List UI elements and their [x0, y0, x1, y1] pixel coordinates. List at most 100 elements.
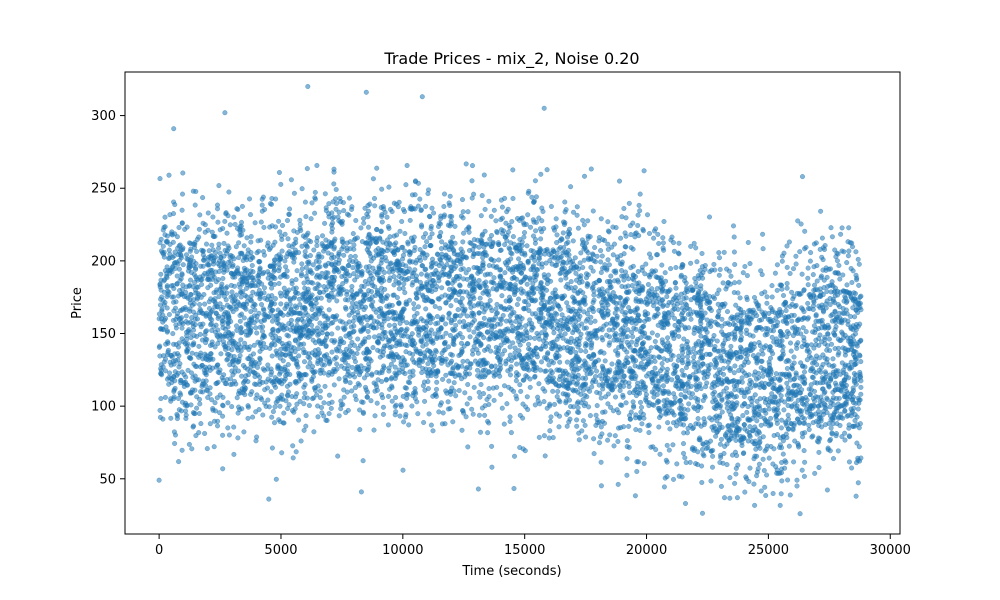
scatter-point — [288, 317, 294, 323]
scatter-point — [477, 342, 484, 349]
scatter-point — [539, 284, 545, 291]
scatter-point — [585, 282, 591, 288]
scatter-point — [531, 360, 537, 366]
scatter-point — [245, 322, 251, 329]
scatter-point — [720, 346, 726, 352]
scatter-point — [424, 272, 430, 278]
scatter-point — [695, 396, 701, 402]
scatter-point — [567, 345, 574, 352]
scatter-point — [598, 259, 604, 265]
scatter-point — [440, 314, 446, 320]
scatter-point — [430, 359, 436, 365]
scatter-point — [315, 358, 321, 364]
scatter-point — [621, 373, 627, 379]
scatter-point — [826, 336, 832, 342]
scatter-point — [436, 262, 442, 269]
scatter-point — [507, 317, 513, 324]
scatter-point — [743, 320, 749, 326]
scatter-point — [288, 327, 294, 333]
scatter-point — [598, 269, 604, 276]
scatter-point — [707, 351, 713, 357]
scatter-point — [268, 299, 275, 305]
points-layer — [156, 83, 864, 517]
scatter-point — [481, 315, 487, 321]
scatter-point — [206, 254, 212, 260]
scatter-point — [422, 255, 428, 261]
scatter-point — [761, 313, 768, 319]
scatter-point — [476, 300, 482, 307]
scatter-point — [185, 328, 191, 334]
scatter-point — [164, 284, 170, 290]
scatter-point — [386, 304, 392, 310]
scatter-point — [410, 343, 417, 349]
scatter-point — [618, 295, 624, 301]
scatter-point — [382, 313, 388, 319]
scatter-point — [502, 270, 508, 276]
scatter-point — [213, 269, 219, 275]
scatter-point — [233, 304, 239, 310]
scatter-point — [686, 401, 692, 407]
scatter-point — [225, 320, 231, 326]
scatter-point — [264, 297, 270, 303]
scatter-point — [302, 323, 308, 330]
scatter-point — [516, 296, 522, 302]
scatter-point — [261, 252, 267, 258]
scatter-point — [659, 348, 665, 354]
scatter-point — [559, 312, 565, 318]
scatter-point — [507, 344, 513, 350]
scatter-point — [810, 360, 816, 366]
scatter-point — [350, 265, 356, 271]
scatter-point — [740, 413, 746, 419]
scatter-point — [425, 347, 431, 353]
scatter-point — [690, 309, 697, 315]
scatter-point — [691, 330, 697, 336]
scatter-point — [316, 254, 322, 260]
scatter-point — [548, 278, 554, 284]
scatter-point — [301, 341, 307, 347]
scatter-point — [209, 327, 215, 334]
scatter-point — [253, 325, 259, 331]
scatter-point — [612, 332, 618, 338]
scatter-point — [213, 364, 219, 370]
scatter-point — [738, 337, 744, 343]
scatter-point — [526, 290, 532, 296]
scatter-point — [725, 365, 731, 371]
scatter-point — [265, 314, 271, 320]
scatter-point — [496, 257, 502, 263]
scatter-point — [716, 367, 722, 373]
scatter-point — [775, 406, 781, 412]
scatter-point — [372, 284, 378, 290]
scatter-point — [166, 255, 172, 262]
scatter-point — [621, 277, 627, 283]
scatter-point — [339, 246, 345, 252]
scatter-point — [793, 389, 799, 395]
scatter-point — [174, 311, 181, 317]
scatter-point — [490, 279, 496, 285]
scatter-point — [334, 348, 340, 354]
scatter-point — [197, 301, 203, 308]
scatter-point — [176, 266, 182, 272]
scatter-point — [256, 274, 262, 280]
scatter-point — [323, 270, 329, 276]
scatter-point — [713, 413, 719, 419]
scatter-point — [185, 320, 191, 326]
scatter-point — [620, 362, 626, 369]
scatter-point — [483, 360, 489, 366]
scatter-point — [434, 313, 440, 320]
scatter-point — [438, 325, 444, 331]
scatter-point — [700, 361, 706, 367]
scatter-point — [839, 317, 845, 323]
scatter-point — [313, 300, 319, 306]
scatter-point — [626, 342, 632, 348]
scatter-point — [525, 258, 531, 265]
scatter-point — [386, 277, 392, 284]
scatter-point — [284, 371, 290, 377]
scatter-point — [691, 345, 697, 352]
scatter-point — [723, 385, 730, 391]
scatter-point — [594, 335, 600, 341]
scatter-point — [329, 331, 335, 337]
scatter-point — [223, 381, 229, 387]
scatter-point — [652, 358, 658, 364]
scatter-point — [782, 318, 788, 324]
scatter-point — [853, 400, 859, 406]
